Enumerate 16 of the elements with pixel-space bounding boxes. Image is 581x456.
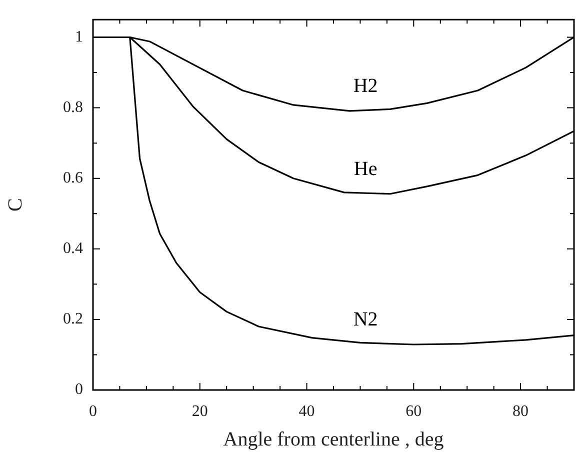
series-label: H2 [353,75,378,98]
y-tick-label: 0.2 [63,310,83,328]
y-tick-label: 0.8 [63,98,83,116]
series-label: N2 [353,308,378,331]
x-tick-label: 80 [512,402,529,420]
x-tick-label: 40 [298,402,315,420]
series-label: He [354,158,378,180]
y-tick-label: 1 [75,28,83,46]
y-tick-label: 0.4 [63,240,83,258]
y-axis-title: C [4,198,26,212]
y-tick-label: 0 [75,381,83,398]
x-tick-label: 0 [89,402,97,420]
x-axis-title: Angle from centerline , deg [223,428,444,450]
x-tick-label: 60 [406,402,422,420]
x-tick-label: 20 [192,402,208,420]
y-tick-label: 0.6 [63,170,83,187]
